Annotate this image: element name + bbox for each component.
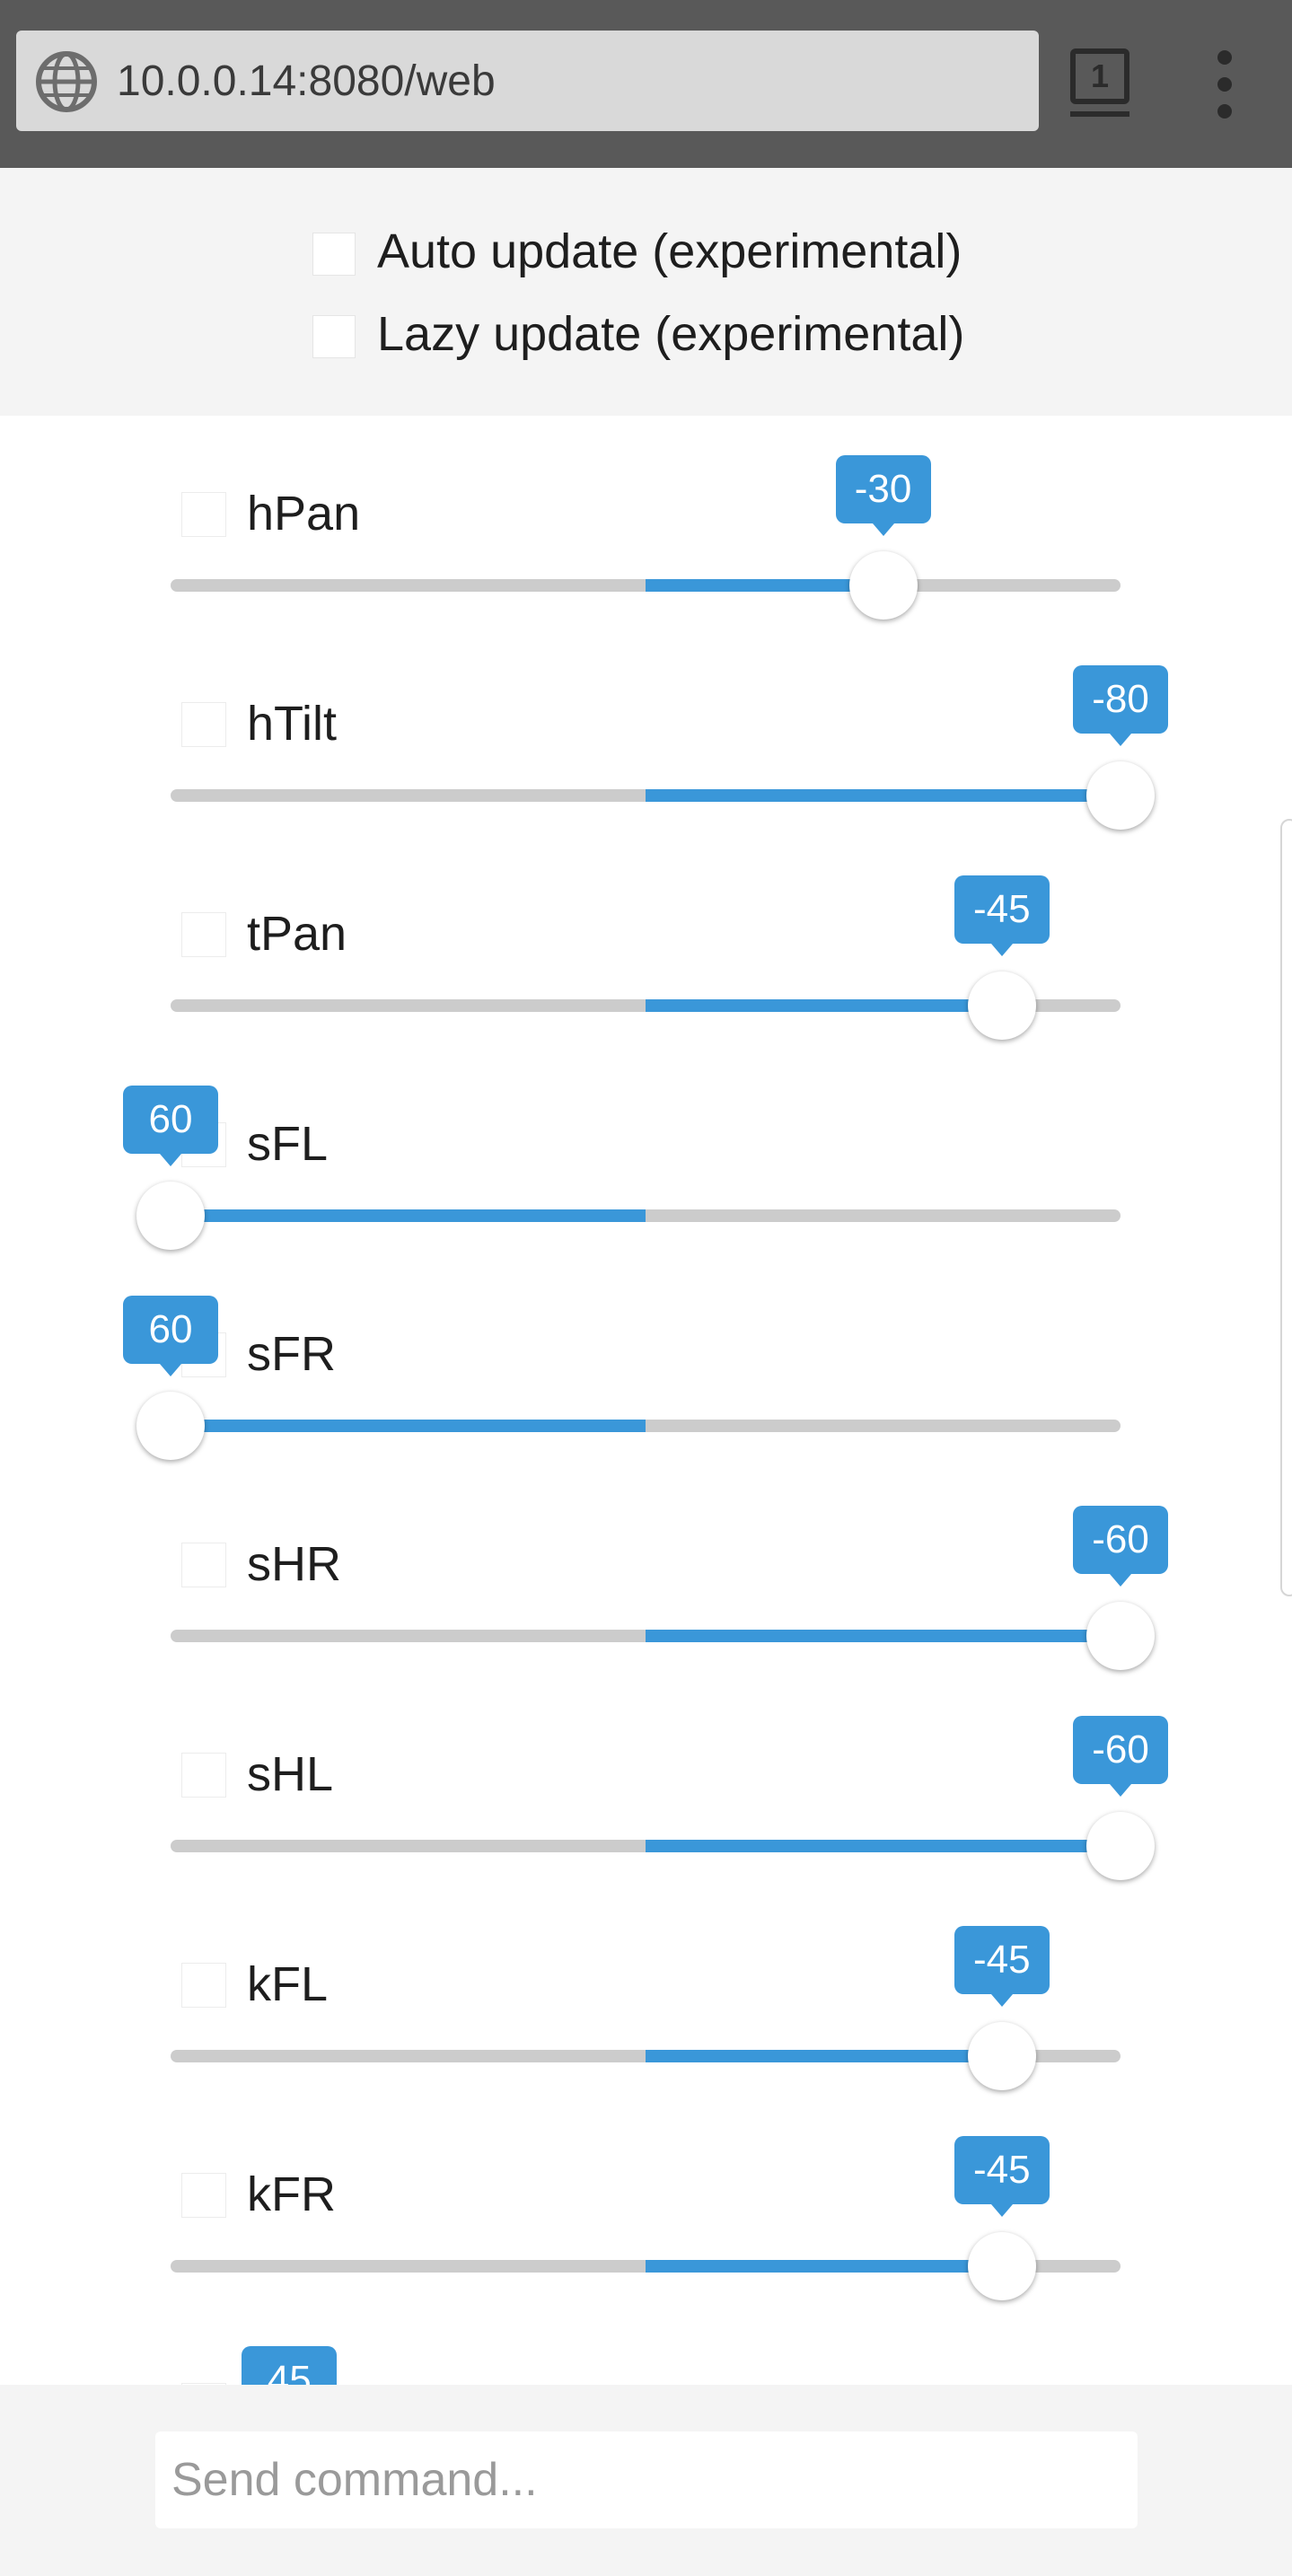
slider-enable-checkbox[interactable] xyxy=(181,492,226,537)
slider-fill xyxy=(171,1420,646,1432)
slider-fill xyxy=(171,1209,646,1222)
slider-track[interactable] xyxy=(171,789,1121,802)
slider-label: kFR xyxy=(247,2167,336,2221)
slider-fill xyxy=(646,789,1121,802)
slider-fill xyxy=(646,1630,1121,1642)
slider-thumb[interactable] xyxy=(136,1392,205,1460)
slider-enable-checkbox[interactable] xyxy=(181,2173,226,2218)
slider-enable-checkbox[interactable] xyxy=(181,912,226,957)
auto-update-label: Auto update (experimental) xyxy=(377,224,962,278)
slider-enable-checkbox[interactable] xyxy=(181,1543,226,1587)
slider-track[interactable] xyxy=(171,1840,1121,1852)
slider-value-bubble: -30 xyxy=(835,455,931,536)
slider-thumb[interactable] xyxy=(967,971,1036,1040)
slider-value-bubble: -45 xyxy=(954,1926,1050,2007)
auto-update-checkbox[interactable] xyxy=(312,233,356,276)
tab-icon xyxy=(1070,48,1129,104)
scroll-handle[interactable] xyxy=(1280,819,1292,1596)
slider-label: tPan xyxy=(247,907,347,961)
slider-track[interactable] xyxy=(171,1630,1121,1642)
slider-label: sFR xyxy=(247,1327,336,1381)
slider-track[interactable] xyxy=(171,2260,1121,2273)
slider-value-bubble: -60 xyxy=(1073,1506,1168,1587)
slider-label: sHL xyxy=(247,1747,334,1801)
slider-label: hTilt xyxy=(247,697,338,751)
slider-thumb[interactable] xyxy=(967,2232,1036,2300)
slider-track[interactable] xyxy=(171,999,1121,1012)
slider-value-bubble: 45 xyxy=(242,2346,338,2385)
slider-fill xyxy=(646,999,1002,1012)
slider-enable-checkbox[interactable] xyxy=(181,702,226,747)
menu-dot xyxy=(1217,77,1232,92)
more-vertical-icon[interactable] xyxy=(1209,50,1244,119)
slider-thumb[interactable] xyxy=(848,551,918,620)
slider-value-bubble: 60 xyxy=(123,1296,218,1376)
slider-enable-checkbox[interactable] xyxy=(181,2383,226,2385)
slider-value-bubble: 60 xyxy=(123,1086,218,1166)
slider-row-hpan: hPan -30 xyxy=(0,416,1292,626)
browser-toolbar: 10.0.0.14:8080/web 1 xyxy=(0,0,1292,168)
slider-thumb[interactable] xyxy=(967,2022,1036,2090)
lazy-update-label: Lazy update (experimental) xyxy=(377,307,965,361)
tab-switcher-button[interactable]: 1 xyxy=(1070,45,1135,117)
slider-thumb[interactable] xyxy=(136,1182,205,1250)
slider-label: hPan xyxy=(247,487,361,541)
servo-slider-list: hPan -30 hTilt -80 tPan -45 sFL 60 sFR 60 sHR -60 sH… xyxy=(0,416,1292,2385)
slider-row-kfl: kFL -45 xyxy=(0,1886,1292,2097)
globe-icon xyxy=(36,51,97,112)
tab-count: 1 xyxy=(1090,57,1110,94)
slider-row-kfr: kFR -45 xyxy=(0,2097,1292,2307)
slider-value-bubble: -60 xyxy=(1073,1716,1168,1797)
slider-row-shr: sHR -60 xyxy=(0,1466,1292,1676)
slider-thumb[interactable] xyxy=(1086,1602,1155,1670)
slider-thumb[interactable] xyxy=(1086,761,1155,830)
slider-row-shl: sHL -60 xyxy=(0,1676,1292,1886)
menu-dot xyxy=(1217,104,1232,119)
slider-row-sfr: sFR 60 xyxy=(0,1256,1292,1466)
slider-label: sFL xyxy=(247,1117,329,1171)
slider-track[interactable] xyxy=(171,579,1121,592)
command-bar xyxy=(0,2385,1292,2576)
slider-track[interactable] xyxy=(171,1209,1121,1222)
slider-row-sfl: sFL 60 xyxy=(0,1046,1292,1256)
update-options-panel: Auto update (experimental) Lazy update (… xyxy=(0,168,1292,416)
slider-value-bubble: -45 xyxy=(954,2136,1050,2217)
slider-fill xyxy=(646,579,883,592)
slider-value-bubble: -45 xyxy=(954,875,1050,956)
slider-label: sHR xyxy=(247,1537,341,1591)
slider-value-bubble: -80 xyxy=(1073,665,1168,746)
slider-fill xyxy=(646,2050,1002,2062)
slider-track[interactable] xyxy=(171,2050,1121,2062)
menu-dot xyxy=(1217,50,1232,65)
lazy-update-checkbox[interactable] xyxy=(312,315,356,358)
slider-row-tpan: tPan -45 xyxy=(0,836,1292,1046)
slider-enable-checkbox[interactable] xyxy=(181,1753,226,1798)
slider-enable-checkbox[interactable] xyxy=(181,1963,226,2008)
slider-thumb[interactable] xyxy=(1086,1812,1155,1880)
slider-row-unnamed: 45 xyxy=(0,2307,1292,2385)
slider-fill xyxy=(646,1840,1121,1852)
address-bar[interactable] xyxy=(16,31,1039,131)
slider-track[interactable] xyxy=(171,1420,1121,1432)
url-text[interactable]: 10.0.0.14:8080/web xyxy=(117,57,496,105)
slider-fill xyxy=(646,2260,1002,2273)
slider-row-htilt: hTilt -80 xyxy=(0,626,1292,836)
slider-label: kFL xyxy=(247,1957,329,2011)
tab-icon-underline xyxy=(1070,111,1129,117)
command-input[interactable] xyxy=(155,2431,1138,2528)
